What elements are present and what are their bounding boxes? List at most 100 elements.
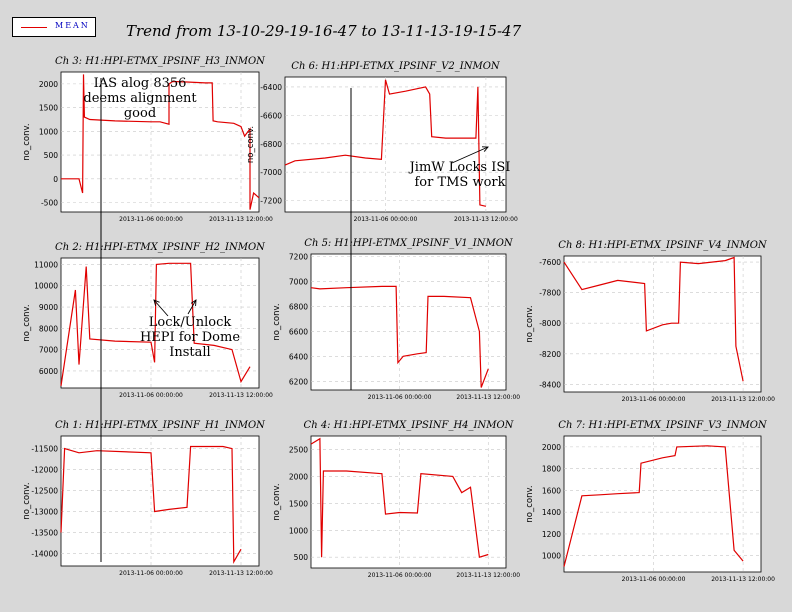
y-tick-label: 500 [44,151,59,160]
plot-area [310,435,507,569]
series-line [60,445,242,564]
y-tick-label: -13000 [31,507,58,516]
annotation-line: Install [169,345,210,360]
y-tick-label: 7200 [289,252,308,261]
y-tick-label: -14000 [31,549,58,558]
legend-line [21,27,47,28]
y-tick-label: -6800 [260,140,282,149]
y-tick-label: -7200 [260,197,282,206]
series-line [310,437,489,558]
annotation-line: deems alignment [83,91,197,106]
plot-area [563,435,762,573]
annotation: IAS alog 8356 deems alignment good [83,76,197,121]
chart-title: Ch 8: H1:HPI-ETMX_IPSINF_V4_INMON [558,240,768,251]
y-tick-label: 10000 [34,282,58,291]
y-tick-label: 1000 [542,552,561,561]
y-tick-label: 2000 [289,472,308,481]
y-tick-label: 1500 [39,104,58,113]
legend-label: MEAN [55,21,90,30]
annotation: Lock/Unlock HEPI for Dome Install [140,315,240,360]
series-line [563,445,744,567]
chart-panel: Ch 1: H1:HPI-ETMX_IPSINF_H1_INMON -14000 -… [22,420,273,577]
chart-title: Ch 7: H1:HPI-ETMX_IPSINF_V3_INMON [558,420,768,431]
annotation-line: IAS alog 8356 [94,76,187,91]
y-axis-label: no_conv. [525,305,535,342]
y-tick-label: -12500 [31,487,58,496]
y-tick-label: 11000 [34,260,58,269]
x-tick-label: 2013-11-06 00:00:00 [119,216,183,223]
y-tick-label: 6000 [39,367,58,376]
x-tick-label: 2013-11-06 00:00:00 [354,216,418,223]
x-tick-label: 2013-11-06 00:00:00 [119,392,183,399]
y-axis-label: no_conv. [246,126,256,163]
chart-title: Ch 2: H1:HPI-ETMX_IPSINF_H2_INMON [55,242,266,253]
y-tick-label: 6400 [289,352,308,361]
x-tick-label: 2013-11-06 00:00:00 [622,396,686,403]
chart-panel: Ch 5: H1:HPI-ETMX_IPSINF_V1_INMON 6200 640… [272,238,520,401]
chart-panel: Ch 6: H1:HPI-ETMX_IPSINF_V2_INMON -7200 -7… [246,61,518,223]
plot-area [284,76,507,213]
y-tick-label: 1600 [542,486,561,495]
plot-area [310,253,507,391]
y-tick-label: 6800 [289,302,308,311]
y-tick-label: 7000 [289,277,308,286]
y-tick-label: 0 [53,175,58,184]
x-tick-label: 2013-11-13 12:00:00 [209,570,273,577]
chart-panel: Ch 8: H1:HPI-ETMX_IPSINF_V4_INMON -8400 -8… [525,240,775,403]
x-tick-label: 2013-11-13 12:00:00 [454,216,518,223]
x-tick-label: 2013-11-06 00:00:00 [368,394,432,401]
arrow-head [153,299,160,306]
legend: MEAN [12,17,96,37]
y-tick-label: 500 [294,553,309,562]
chart-title: Ch 1: H1:HPI-ETMX_IPSINF_H1_INMON [55,420,266,431]
y-tick-label: -13500 [31,528,58,537]
annotation-line: Lock/Unlock [149,315,232,330]
y-tick-label: 8000 [39,324,58,333]
chart-panel: Ch 3: H1:HPI-ETMX_IPSINF_H3_INMON -500 0 50… [22,56,273,223]
y-tick-label: 1000 [289,526,308,535]
y-tick-label: 2000 [542,443,561,452]
annotation-arrow [187,299,197,315]
plot-area [60,257,260,389]
y-axis-label: no_conv. [22,482,32,519]
annotation-line: HEPI for Dome [140,330,240,345]
y-tick-label: -7600 [539,258,561,267]
chart-title: Ch 3: H1:HPI-ETMX_IPSINF_H3_INMON [55,56,266,67]
y-axis-label: no_conv. [525,485,535,522]
y-tick-label: -8400 [539,380,561,389]
annotation-line: JimW Locks ISI [408,160,511,175]
y-axis-label: no_conv. [22,304,32,341]
y-tick-label: 1000 [39,127,58,136]
annotation-line: for TMS work [414,175,505,190]
annotation-arrow [153,299,169,317]
x-tick-label: 2013-11-13 12:00:00 [209,216,273,223]
y-axis-label: no_conv. [272,483,282,520]
series-line [284,79,487,207]
x-tick-label: 2013-11-06 00:00:00 [622,576,686,583]
x-tick-label: 2013-11-06 00:00:00 [119,570,183,577]
chart-title: Ch 6: H1:HPI-ETMX_IPSINF_V2_INMON [291,61,501,72]
y-tick-label: -7800 [539,289,561,298]
series-line [563,256,744,382]
y-tick-label: -7000 [260,168,282,177]
chart-title: Ch 4: H1:HPI-ETMX_IPSINF_H4_INMON [304,420,515,431]
chart-panel: Ch 2: H1:HPI-ETMX_IPSINF_H2_INMON 6000 700… [22,242,273,399]
y-tick-label: 1800 [542,465,561,474]
y-tick-label: -8200 [539,350,561,359]
y-tick-label: -8000 [539,319,561,328]
series-line [310,285,489,388]
plot-area [60,435,260,567]
x-tick-label: 2013-11-13 12:00:00 [711,396,775,403]
y-tick-label: 1200 [542,530,561,539]
y-tick-label: -500 [41,199,58,208]
chart-panel: Ch 4: H1:HPI-ETMX_IPSINF_H4_INMON 500 1000… [272,420,520,579]
y-tick-label: 2500 [289,445,308,454]
series-line [60,262,251,386]
y-axis-label: no_conv. [272,303,282,340]
page-title: Trend from 13-10-29-19-16-47 to 13-11-13… [126,22,522,40]
y-tick-label: 1500 [289,499,308,508]
annotation-arrow [451,146,489,164]
y-axis-label: no_conv. [22,123,32,160]
y-tick-label: -12000 [31,466,58,475]
